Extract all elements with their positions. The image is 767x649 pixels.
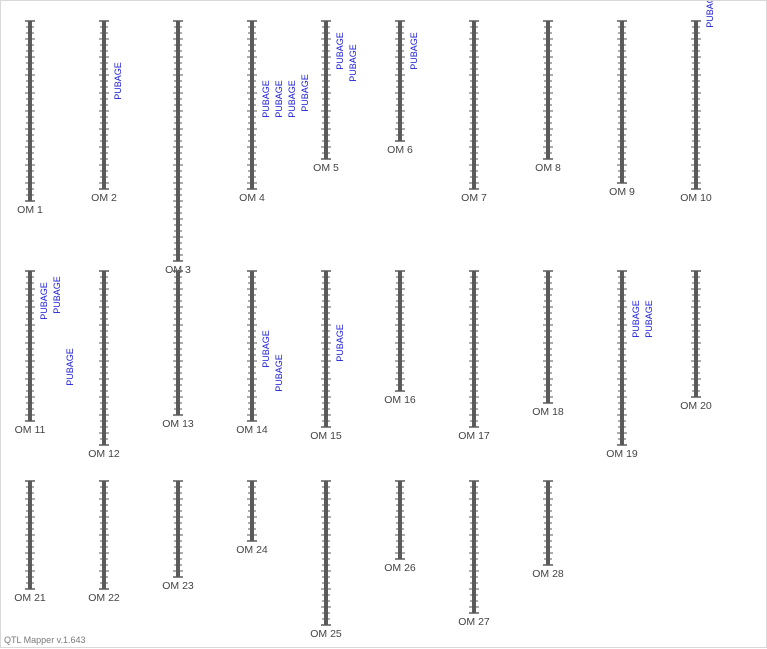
linkage-group: OM 28 (532, 480, 564, 580)
linkage-group: OM 16 (384, 270, 416, 406)
chromosome-label: OM 23 (162, 580, 194, 592)
chromosome-label: OM 18 (532, 406, 564, 418)
chromosome-label: OM 20 (680, 400, 712, 412)
qtl-label[interactable]: PUBAGE (274, 80, 284, 118)
chromosome-label: OM 16 (384, 394, 416, 406)
qtl-label[interactable]: PUBAGE (335, 32, 345, 70)
chromosome-label: OM 26 (384, 562, 416, 574)
linkage-group: OM 25 (310, 480, 342, 640)
linkage-group: OM 27 (458, 480, 490, 628)
linkage-group: OM 5 PUBAGE PUBAGE (313, 20, 358, 174)
chromosome-label: OM 3 (165, 264, 191, 276)
qtl-label[interactable]: PUBAGE (39, 282, 49, 320)
linkage-group: OM 19 PUBAGE PUBAGE (606, 270, 654, 460)
chromosome-label: OM 17 (458, 430, 490, 442)
linkage-group: OM 2 PUBAGE (91, 20, 123, 204)
linkage-group: OM 8 (535, 20, 561, 174)
qtl-label[interactable]: PUBAGE (65, 348, 75, 386)
linkage-group: OM 24 (236, 480, 268, 556)
chromosome-label: OM 28 (532, 568, 564, 580)
qtl-label[interactable]: PUBAGE (644, 300, 654, 338)
linkage-group: OM 3 (165, 20, 191, 276)
qtl-label[interactable]: PUBAGE (287, 80, 297, 118)
linkage-group: OM 22 (88, 480, 120, 604)
chromosome-label: OM 10 (680, 192, 712, 204)
chromosome-label: OM 13 (162, 418, 194, 430)
chromosome-label: OM 15 (310, 430, 342, 442)
chromosome-label: OM 19 (606, 448, 638, 460)
chromosome-bar (28, 271, 32, 421)
linkage-group: OM 13 (162, 270, 194, 430)
chromosome-label: OM 6 (387, 144, 413, 156)
qtl-label[interactable]: PUBAGE (52, 276, 62, 314)
chromosome-bar (102, 271, 106, 445)
chromosome-bar (620, 21, 624, 183)
chromosome-label: OM 12 (88, 448, 120, 460)
chromosome-label: OM 8 (535, 162, 561, 174)
chromosome-label: OM 27 (458, 616, 490, 628)
chromosome-label: OM 24 (236, 544, 268, 556)
qtl-label[interactable]: PUBAGE (113, 62, 123, 100)
chromosome-label: OM 4 (239, 192, 265, 204)
linkage-group: OM 15 PUBAGE (310, 270, 345, 442)
linkage-group: OM 26 (384, 480, 416, 574)
chromosome-bar (546, 21, 550, 159)
chromosome-label: OM 2 (91, 192, 117, 204)
chromosome-bar (620, 271, 624, 445)
linkage-group: OM 1 (17, 20, 43, 216)
qtl-label[interactable]: PUBAGE (300, 74, 310, 112)
linkage-group: OM 20 (680, 270, 712, 412)
linkage-group: OM 23 (162, 480, 194, 592)
chromosome-label: OM 1 (17, 204, 43, 216)
qtl-label[interactable]: PUBAGE (261, 330, 271, 368)
linkage-group: OM 7 (461, 20, 487, 204)
linkage-group: OM 9 (609, 20, 635, 198)
chromosome-label: OM 22 (88, 592, 120, 604)
chromosome-label: OM 9 (609, 186, 635, 198)
linkage-group: OM 10 PUBAGE (680, 1, 715, 204)
chromosome-bar (398, 481, 402, 559)
chromosome-label: OM 21 (14, 592, 46, 604)
linkage-group: OM 6 PUBAGE (387, 20, 419, 156)
chromosome-label: OM 25 (310, 628, 342, 640)
app-version-footer: QTL Mapper v.1.643 (4, 635, 86, 645)
chromosome-bar (250, 271, 254, 421)
chromosome-bar (694, 271, 698, 397)
linkage-group: OM 18 (532, 270, 564, 418)
qtl-label[interactable]: PUBAGE (335, 324, 345, 362)
chromosome-label: OM 5 (313, 162, 339, 174)
qtl-label[interactable]: PUBAGE (631, 300, 641, 338)
chromosome-bar (324, 21, 328, 159)
qtl-label[interactable]: PUBAGE (274, 354, 284, 392)
linkage-group: OM 12 (88, 270, 120, 460)
linkage-group: OM 17 (458, 270, 490, 442)
linkage-group: OM 21 (14, 480, 46, 604)
qtl-label[interactable]: PUBAGE (261, 80, 271, 118)
chromosome-label: OM 7 (461, 192, 487, 204)
chromosome-label: OM 11 (15, 424, 46, 436)
qtl-label[interactable]: PUBAGE (705, 1, 715, 28)
chromosome-label: OM 14 (236, 424, 268, 436)
qtl-label[interactable]: PUBAGE (409, 32, 419, 70)
qtl-label[interactable]: PUBAGE (348, 44, 358, 82)
